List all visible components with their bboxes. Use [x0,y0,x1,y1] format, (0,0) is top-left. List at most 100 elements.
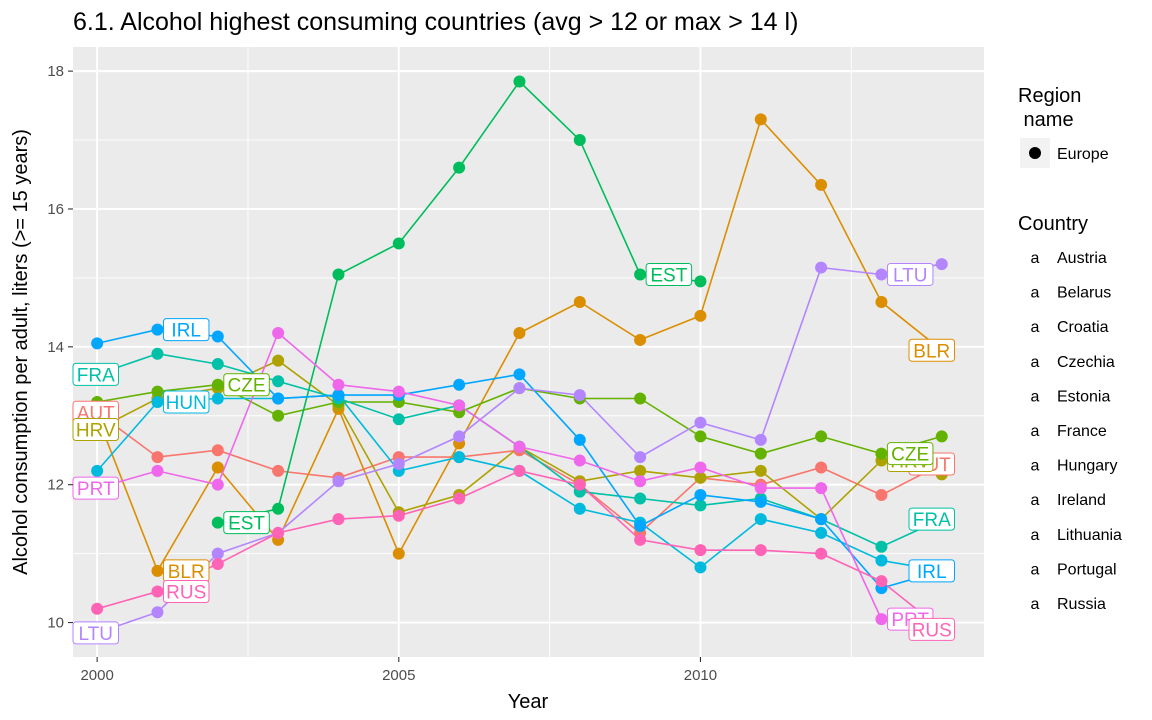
point-lithuania-2008 [573,389,586,402]
point-russia-2010 [694,544,707,557]
label-est-2009: EST [645,262,693,286]
point-belarus-2012 [815,178,828,191]
y-axis: 10 12 14 16 18 [47,63,73,632]
point-estonia-2007 [513,75,526,88]
point-hungary-2010 [694,561,707,574]
svg-text:EST: EST [228,514,265,535]
point-hungary-2000 [91,464,104,477]
point-hungary-2013 [875,554,888,567]
point-lithuania-2002 [211,547,224,560]
legend-color-label-croatia: Croatia [1057,319,1109,336]
legend-color-glyph: a [1031,596,1040,613]
point-croatia-2010 [694,471,707,484]
plot-background [73,47,984,657]
x-tick-label: 2005 [382,667,415,684]
point-portugal-2001 [151,464,164,477]
label-fra-2014: FRA [908,507,956,531]
x-axis-title: Year [508,691,549,713]
legend-color-glyph: a [1031,492,1040,509]
svg-text:FRA: FRA [77,365,115,386]
legend-color-label-hungary: Hungary [1057,458,1117,475]
point-austria-2003 [272,464,285,477]
point-lithuania-2009 [634,451,647,464]
label-rus-2014: RUS [908,617,956,641]
legend-color-glyph: a [1031,354,1040,371]
point-ireland-2001 [151,323,164,336]
legend-key-dot [1029,147,1041,159]
point-portugal-2012 [815,482,828,495]
point-russia-2012 [815,547,828,560]
point-portugal-2008 [573,454,586,467]
label-rus-2001: RUS [162,580,210,604]
legend-color-glyph: a [1031,423,1040,440]
label-fra-2000: FRA [72,362,119,386]
point-france-2002 [211,358,224,371]
point-lithuania-2007 [513,382,526,395]
legend-color-label-estonia: Estonia [1057,388,1110,405]
point-belarus-2002 [211,461,224,474]
point-belarus-2011 [754,113,767,126]
legend-color-entries: a Austria a Belarus a Croatia a Czechia a Estonia… [1031,250,1123,613]
point-czechia-2011 [754,447,767,460]
point-lithuania-2010 [694,416,707,429]
y-tick-label: 10 [47,615,64,632]
point-russia-2008 [573,478,586,491]
point-russia-2007 [513,464,526,477]
point-belarus-2013 [875,296,888,309]
legend-color-label-lithuania: Lithuania [1057,527,1122,544]
point-czechia-2009 [634,392,647,405]
point-russia-2000 [91,602,104,615]
legend-color-glyph: a [1031,250,1040,267]
point-hungary-2001 [151,395,164,408]
point-lithuania-2005 [392,458,405,471]
point-lithuania-2012 [815,261,828,274]
legend-color-label-ireland: Ireland [1057,492,1106,509]
point-france-2013 [875,540,888,553]
label-prt-2000: PRT [72,476,119,500]
point-labels: AUTAUTBLRBLRHRVHRVCZECZEESTESTFRAFRAHUNI… [72,262,956,645]
point-estonia-2010 [694,275,707,288]
point-estonia-2006 [453,161,466,174]
point-portugal-2009 [634,475,647,488]
point-lithuania-2013 [875,268,888,281]
svg-text:CZE: CZE [228,376,266,397]
point-croatia-2009 [634,464,647,477]
point-croatia-2003 [272,354,285,367]
point-estonia-2003 [272,502,285,515]
label-ltu-2000: LTU [72,621,119,645]
legend-color-title: Country [1018,213,1088,235]
label-hun-2001: HUN [162,390,210,414]
point-russia-2002 [211,557,224,570]
point-estonia-2004 [332,268,345,281]
point-russia-2013 [875,575,888,588]
point-russia-2006 [453,492,466,505]
point-france-2009 [634,492,647,505]
point-france-2010 [694,499,707,512]
point-austria-2013 [875,489,888,502]
point-czechia-2012 [815,430,828,443]
point-czechia-2003 [272,409,285,422]
point-portugal-2013 [875,613,888,626]
y-tick-label: 16 [47,201,64,218]
point-ireland-2008 [573,433,586,446]
point-ireland-2009 [634,520,647,533]
legend-color-glyph: a [1031,527,1040,544]
point-lithuania-2014 [935,258,948,271]
y-tick-label: 18 [47,63,64,80]
legend-color-label-czechia: Czechia [1057,354,1115,371]
point-belarus-2007 [513,327,526,340]
point-austria-2002 [211,444,224,457]
svg-text:HRV: HRV [76,421,116,442]
point-croatia-2011 [754,464,767,477]
point-czechia-2014 [935,430,948,443]
label-irl-2014: IRL [908,559,956,583]
point-portugal-2011 [754,482,767,495]
point-ireland-2011 [754,495,767,508]
svg-text:FRA: FRA [913,510,951,531]
svg-text:BLR: BLR [913,341,950,362]
chart-title: 6.1. Alcohol highest consuming countries… [73,8,798,36]
point-russia-2005 [392,509,405,522]
legend-shape-title-line2: name [1018,109,1074,131]
point-portugal-2003 [272,327,285,340]
point-russia-2004 [332,513,345,526]
